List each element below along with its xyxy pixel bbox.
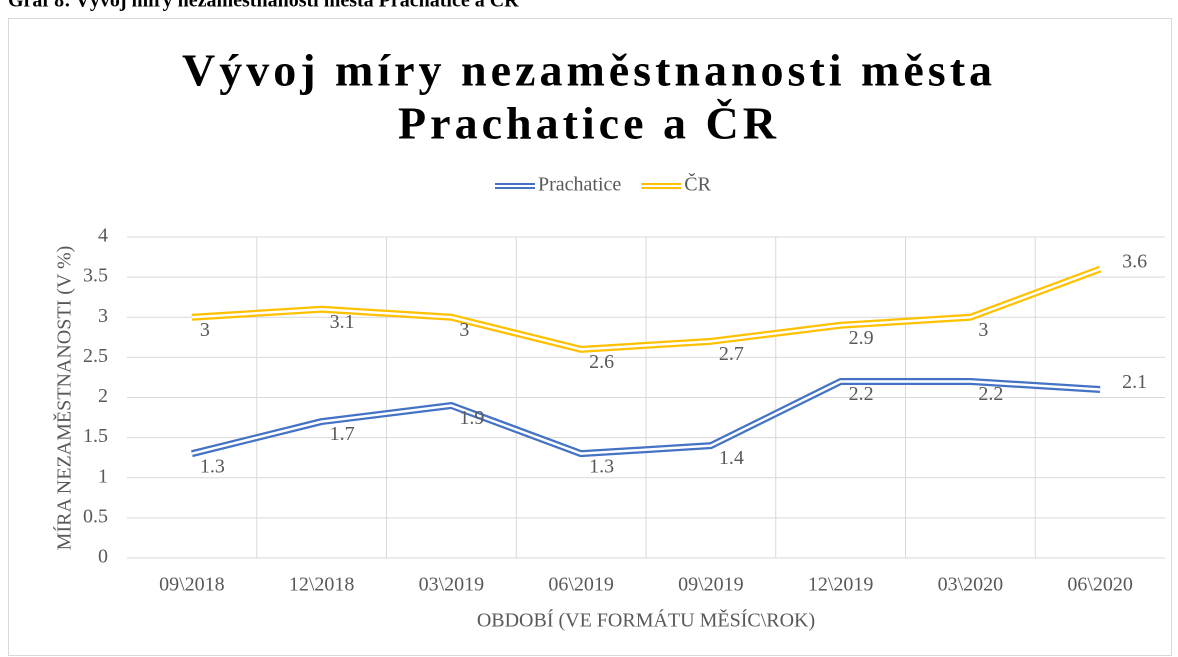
y-tick-label: 2 — [98, 385, 108, 407]
legend-label: Prachatice — [538, 174, 621, 196]
data-label: 1.4 — [719, 447, 744, 469]
data-label: 3 — [200, 319, 210, 341]
x-tick-label: 06\2020 — [1067, 574, 1133, 596]
legend-label: ČR — [684, 172, 711, 196]
data-label: 3.1 — [330, 311, 355, 333]
x-tick-label: 03\2019 — [419, 574, 485, 596]
x-tick-label: 12\2018 — [289, 574, 355, 596]
y-tick-label: 3 — [98, 305, 108, 327]
data-label: 2.2 — [978, 383, 1003, 405]
chart-title: Prachatice a ČR — [398, 98, 780, 149]
x-tick-label: 09\2019 — [678, 574, 744, 596]
y-tick-label: 1 — [98, 465, 108, 487]
data-label: 2.7 — [719, 343, 744, 365]
data-label: 1.9 — [459, 407, 484, 429]
data-label: 1.3 — [200, 455, 225, 477]
data-label: 2.6 — [589, 351, 614, 373]
data-label: 2.2 — [849, 383, 874, 405]
data-label: 2.1 — [1122, 371, 1147, 393]
y-tick-label: 2.5 — [83, 345, 108, 367]
chart-title: Vývoj míry nezaměstnanosti města — [182, 45, 996, 96]
caption: Graf 8: Vývoj míry nezaměstnanosti města… — [8, 0, 519, 12]
x-tick-label: 09\2018 — [159, 574, 225, 596]
x-tick-label: 06\2019 — [548, 574, 614, 596]
y-axis-title: MÍRA NEZAMĚSTNANOSTI (V %) — [53, 246, 76, 551]
y-tick-label: 0.5 — [83, 505, 108, 527]
series-line-inner — [191, 267, 1101, 351]
y-tick-label: 0 — [98, 546, 108, 568]
data-label: 2.9 — [849, 327, 874, 349]
x-tick-label: 03\2020 — [938, 574, 1004, 596]
chart-border — [8, 18, 1172, 656]
x-tick-label: 12\2019 — [808, 574, 874, 596]
data-label: 3 — [978, 319, 988, 341]
series-line-inner — [191, 380, 1101, 455]
y-tick-label: 4 — [98, 225, 108, 247]
y-tick-label: 1.5 — [83, 425, 108, 447]
data-label: 3 — [459, 319, 469, 341]
y-tick-label: 3.5 — [83, 265, 108, 287]
data-label: 1.3 — [589, 455, 614, 477]
x-axis-title: OBDOBÍ (VE FORMÁTU MĚSÍC\ROK) — [477, 609, 815, 632]
data-label: 3.6 — [1122, 251, 1147, 273]
data-label: 1.7 — [330, 423, 355, 445]
